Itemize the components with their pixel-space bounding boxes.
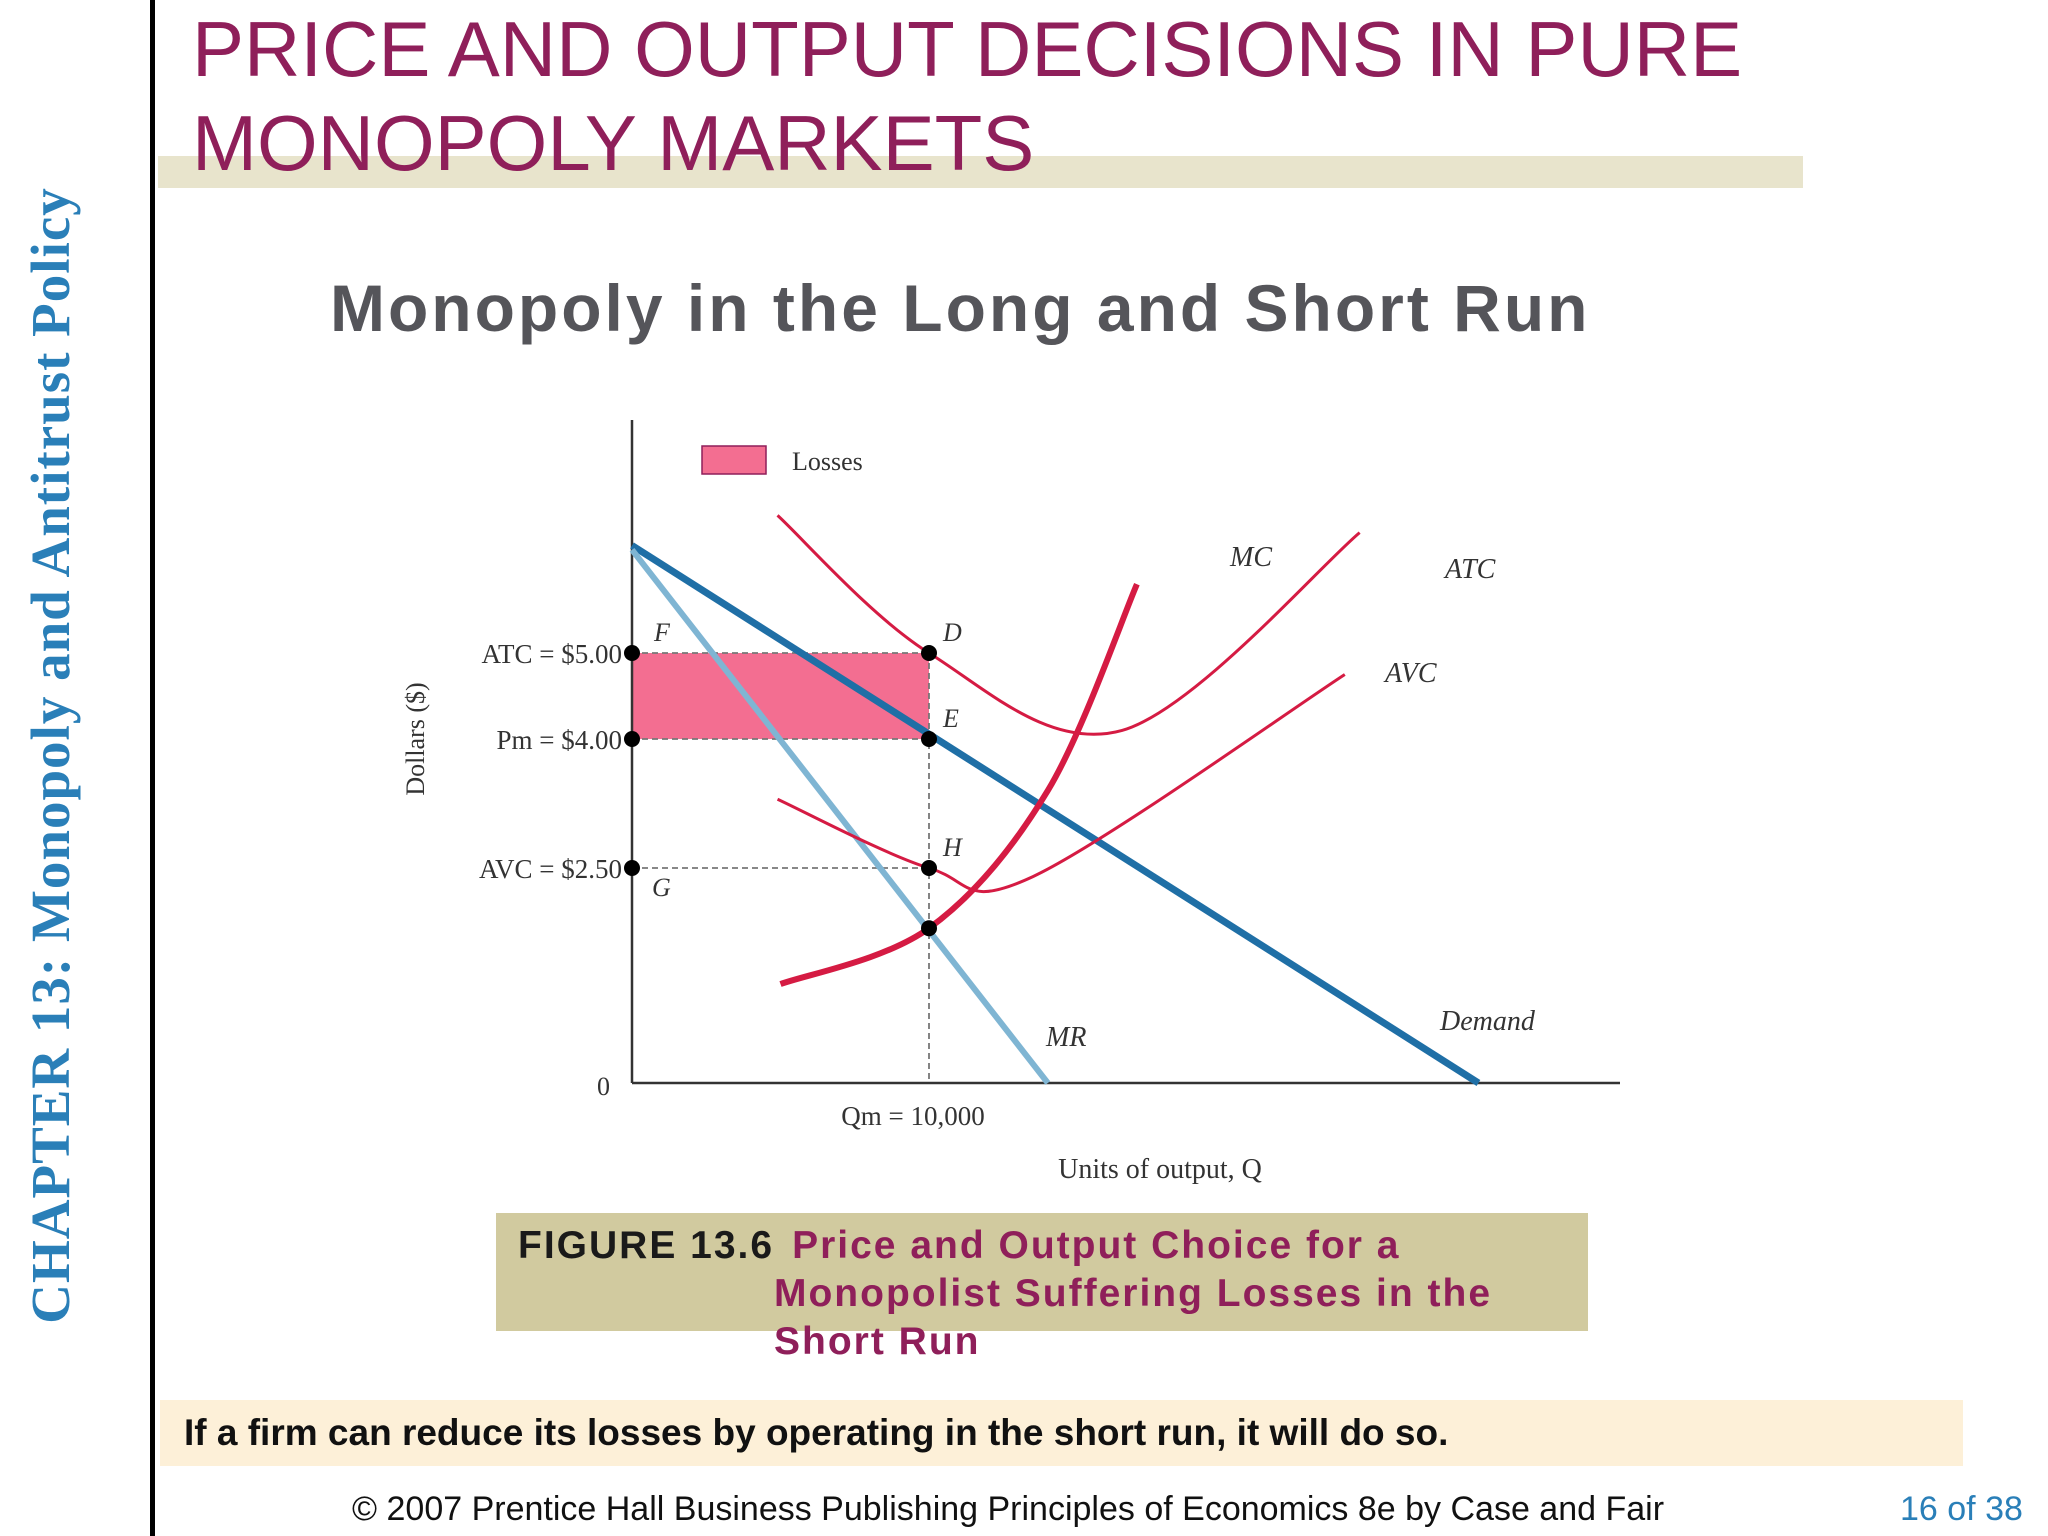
curve-mr <box>629 547 1051 1085</box>
curve-label-demand: Demand <box>1439 1006 1536 1037</box>
point-e <box>921 731 937 747</box>
curve-atc <box>776 514 1361 736</box>
y-tick-label: ATC = $5.00 <box>482 639 622 669</box>
y-axis-label: Dollars ($) <box>401 682 430 795</box>
figure-title-line2: Monopolist Suffering Losses in the <box>774 1272 1493 1315</box>
point-label-e: E <box>942 704 959 733</box>
vertical-rule <box>150 0 155 1536</box>
figure-caption: FIGURE 13.6 Price and Output Choice for a… <box>518 1222 1618 1366</box>
figure-number: FIGURE 13.6 <box>518 1224 775 1267</box>
curve-avc <box>776 673 1346 893</box>
curve-label-atc: ATC <box>1443 554 1496 585</box>
page-number: 16 of 38 <box>1900 1490 2023 1528</box>
y-tick-label: AVC = $2.50 <box>479 854 622 884</box>
point-h <box>921 860 937 876</box>
curve-label-avc: AVC <box>1383 658 1437 689</box>
note-bar <box>160 1400 1963 1466</box>
losses-area <box>632 653 929 739</box>
curve-demand <box>630 542 1481 1086</box>
figure-title-line3: Short Run <box>774 1320 981 1363</box>
x-axis-label: Units of output, Q <box>1058 1154 1262 1185</box>
curve-label-mr: MR <box>1045 1022 1086 1053</box>
point-label-f: F <box>653 618 671 647</box>
monopoly-chart: Demand MR MC ATC AVC F D E H G ATC = $5.00 Pm = $4.… <box>401 420 1620 1185</box>
point-label-g: G <box>652 873 671 902</box>
figure-caption-box <box>496 1213 1588 1331</box>
title-underline-band <box>158 156 1803 188</box>
point-label-d: D <box>942 618 962 647</box>
figure-title-line1: Price and Output Choice for a <box>792 1224 1401 1267</box>
origin-label: 0 <box>597 1072 610 1101</box>
x-tick-label: Qm = 10,000 <box>841 1101 984 1131</box>
note-text: If a firm can reduce its losses by opera… <box>184 1412 1449 1453</box>
slide-title: PRICE AND OUTPUT DECISIONS IN PURE MONOP… <box>192 5 1743 187</box>
footer-copyright: © 2007 Prentice Hall Business Publishing… <box>352 1490 1665 1528</box>
point-d <box>921 645 937 661</box>
point-5 <box>624 731 640 747</box>
point-g <box>624 860 640 876</box>
curve-label-mc: MC <box>1229 542 1272 573</box>
y-tick-label: Pm = $4.00 <box>497 725 623 755</box>
chart-heading: Monopoly in the Long and Short Run <box>330 271 1591 345</box>
legend-label: Losses <box>792 447 863 476</box>
legend-swatch <box>701 445 767 475</box>
point-6 <box>921 920 937 937</box>
curve-mc <box>779 583 1140 987</box>
point-label-h: H <box>942 833 963 862</box>
point-f <box>624 645 640 661</box>
